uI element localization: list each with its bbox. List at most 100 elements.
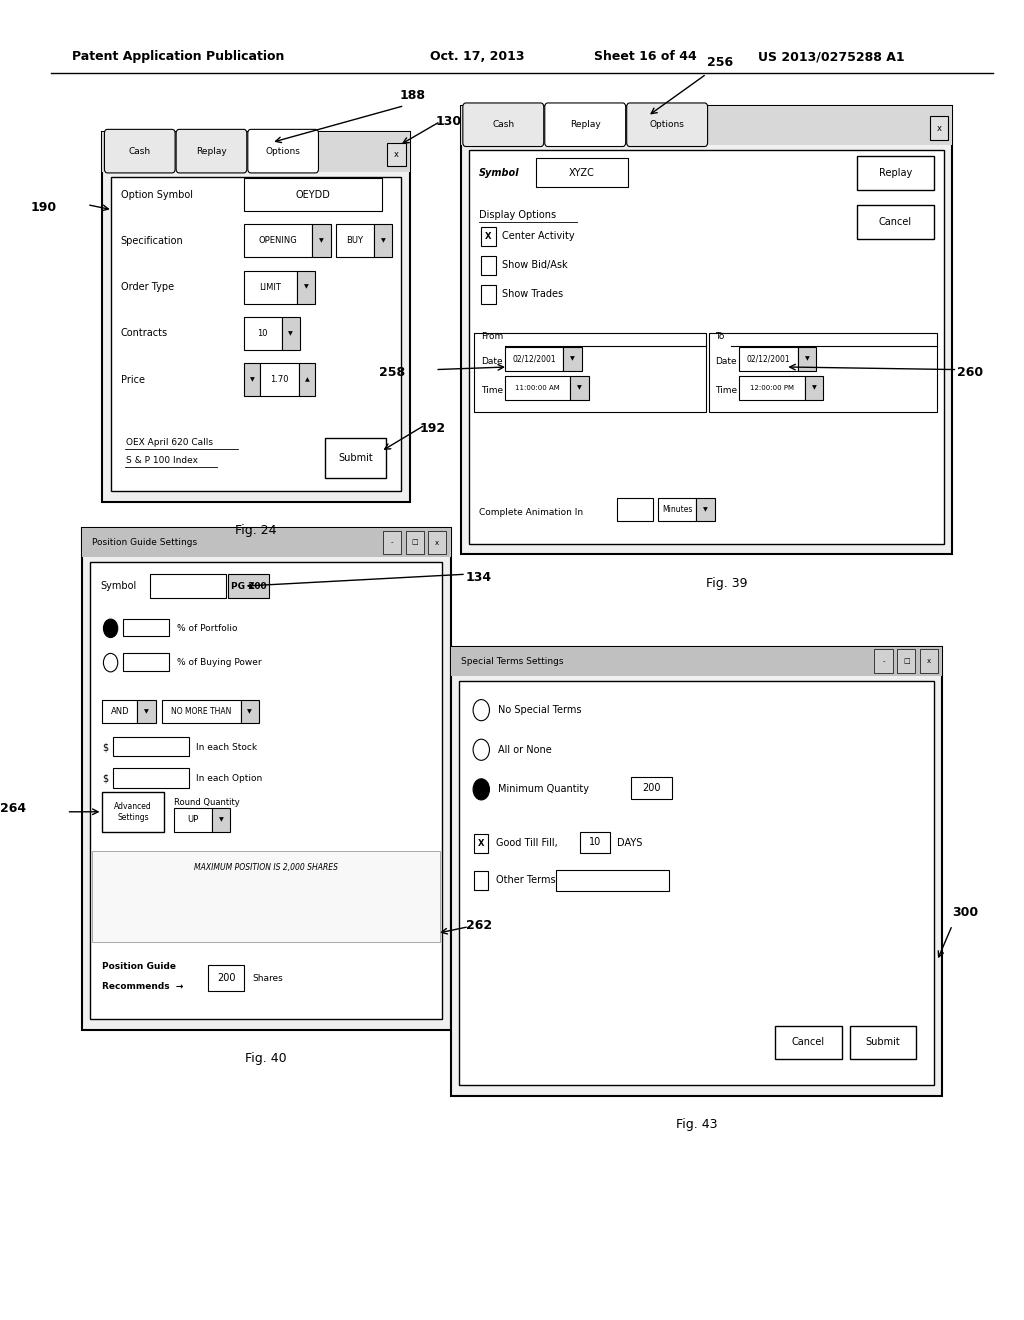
Text: ▼: ▼ (144, 709, 148, 714)
Bar (336, 224, 374, 257)
Bar (481, 256, 496, 275)
Bar (387, 143, 406, 166)
Text: 134: 134 (466, 570, 493, 583)
Text: Option Symbol: Option Symbol (121, 190, 193, 199)
Text: Fig. 43: Fig. 43 (676, 1118, 717, 1131)
Text: 192: 192 (420, 421, 446, 434)
Text: Date: Date (481, 358, 503, 366)
Text: Contracts: Contracts (121, 329, 168, 338)
Bar (241, 700, 259, 723)
Text: ▼: ▼ (812, 385, 816, 391)
Bar (505, 347, 563, 371)
Bar (82, 528, 451, 1030)
Text: Recommends  →: Recommends → (102, 982, 183, 990)
Bar (137, 700, 156, 723)
Bar (631, 777, 672, 799)
Text: Show Trades: Show Trades (502, 289, 563, 300)
Text: Cancel: Cancel (792, 1038, 825, 1047)
Text: From: From (481, 331, 504, 341)
Text: 11:00:00 AM: 11:00:00 AM (515, 385, 560, 391)
Bar (536, 158, 628, 187)
Text: % of Portfolio: % of Portfolio (177, 624, 238, 632)
Text: All or None: All or None (498, 744, 551, 755)
Bar (556, 870, 669, 891)
Bar (451, 647, 942, 676)
Text: 188: 188 (399, 88, 425, 102)
Text: Minimum Quantity: Minimum Quantity (498, 784, 589, 795)
Text: □: □ (412, 540, 418, 545)
Text: $: $ (102, 774, 109, 784)
Bar (244, 271, 297, 304)
Text: x: x (394, 150, 398, 158)
Text: 200: 200 (217, 973, 236, 983)
Text: US 2013/0275288 A1: US 2013/0275288 A1 (758, 50, 904, 63)
Bar (580, 832, 610, 853)
Text: NO MORE THAN: NO MORE THAN (171, 708, 231, 715)
Text: Oct. 17, 2013: Oct. 17, 2013 (430, 50, 524, 63)
Bar (739, 347, 798, 371)
Text: Time: Time (481, 387, 504, 395)
Text: -: - (883, 659, 885, 664)
Bar (474, 333, 706, 412)
Text: OEX April 620 Calls: OEX April 620 Calls (126, 438, 213, 446)
Text: OPENING: OPENING (259, 236, 297, 246)
Text: ▼: ▼ (703, 507, 708, 512)
Text: Position Guide Settings: Position Guide Settings (92, 539, 198, 546)
Bar (897, 649, 915, 673)
Bar (208, 965, 244, 991)
Text: Cancel: Cancel (879, 216, 912, 227)
Text: S & P 100 Index: S & P 100 Index (126, 457, 198, 465)
Bar (406, 531, 424, 554)
Bar (297, 271, 315, 304)
Text: Shares: Shares (252, 974, 283, 982)
Text: Replay: Replay (569, 120, 601, 129)
Text: 190: 190 (31, 201, 57, 214)
Bar (461, 106, 952, 554)
FancyBboxPatch shape (463, 103, 544, 147)
Text: Round Quantity: Round Quantity (174, 799, 240, 807)
Text: Options: Options (265, 147, 301, 156)
Text: AND: AND (111, 708, 129, 715)
Bar (228, 574, 269, 598)
Bar (244, 178, 382, 211)
Text: Patent Application Publication: Patent Application Publication (72, 50, 284, 63)
Text: LIMIT: LIMIT (259, 282, 282, 292)
Text: Show Bid/Ask: Show Bid/Ask (502, 260, 567, 271)
Text: ▲: ▲ (305, 378, 309, 381)
Text: XYZC: XYZC (568, 168, 595, 178)
Bar (123, 653, 169, 671)
Circle shape (103, 619, 118, 638)
Bar (481, 227, 496, 246)
Bar (428, 531, 446, 554)
Text: ▼: ▼ (248, 709, 252, 714)
Text: ▼: ▼ (578, 385, 582, 391)
FancyBboxPatch shape (248, 129, 318, 173)
Text: To: To (715, 331, 724, 341)
Bar (798, 347, 816, 371)
Text: PG 200: PG 200 (231, 582, 266, 590)
Text: 300: 300 (952, 906, 979, 919)
Bar (90, 562, 442, 1019)
Bar (474, 834, 488, 853)
Bar (325, 438, 386, 478)
Circle shape (473, 779, 489, 800)
Bar (805, 376, 823, 400)
Bar (920, 649, 938, 673)
Text: In each Option: In each Option (196, 775, 262, 783)
Text: Submit: Submit (866, 1038, 900, 1047)
Bar (383, 531, 401, 554)
Text: 130: 130 (435, 115, 462, 128)
Text: Submit: Submit (338, 453, 373, 463)
Text: Date: Date (715, 358, 736, 366)
Text: Price: Price (121, 375, 144, 384)
Text: 258: 258 (379, 366, 406, 379)
Text: Display Options: Display Options (479, 210, 556, 220)
Bar (857, 205, 934, 239)
Bar (474, 871, 488, 890)
Text: Specification: Specification (121, 236, 183, 246)
FancyBboxPatch shape (627, 103, 708, 147)
Bar (312, 224, 331, 257)
FancyBboxPatch shape (545, 103, 626, 147)
Text: ▼: ▼ (570, 356, 574, 362)
Text: Special Terms Settings: Special Terms Settings (461, 657, 563, 665)
